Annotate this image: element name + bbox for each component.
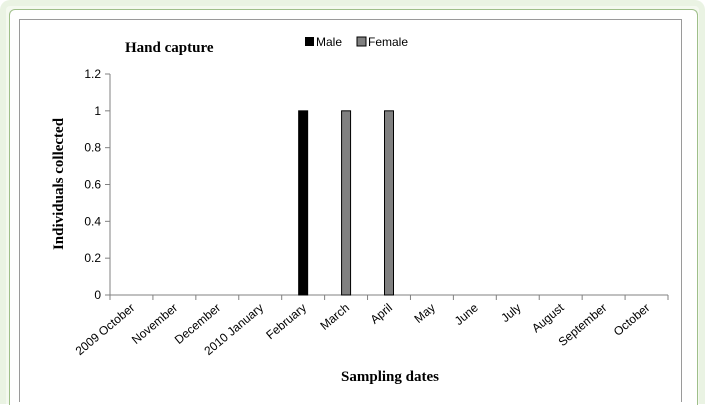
legend-label-male: Male: [316, 35, 342, 49]
y-tick-label: 0.4: [84, 214, 101, 228]
bar-female-6: [384, 110, 394, 296]
y-axis-label: Individuals collected: [51, 117, 67, 250]
bar-male-4: [298, 110, 309, 296]
y-tick-label: 1.2: [84, 67, 101, 81]
y-tick-label: 0.2: [84, 251, 101, 265]
legend: Male Female: [305, 35, 408, 49]
x-tick-label: June: [452, 300, 481, 328]
x-tick-label: November: [129, 301, 180, 347]
x-tick-label: May: [411, 301, 437, 326]
y-tick-label: 0: [94, 288, 101, 302]
y-ticks: 0 0.2 0.4 0.6 0.8 1 1.2: [84, 67, 110, 302]
x-tick-label: 2009 October: [73, 301, 138, 358]
x-tick-label: August: [529, 300, 567, 335]
chart-title: Hand capture: [125, 40, 214, 56]
bar-female-5: [341, 110, 352, 296]
y-tick-label: 0.6: [84, 178, 101, 192]
x-tick-label: July: [498, 301, 523, 325]
x-tick-label: February: [263, 301, 309, 343]
y-tick-label: 1: [94, 104, 101, 118]
legend-swatch-male: [305, 37, 314, 46]
x-tick-label: March: [317, 301, 352, 333]
x-axis-label: Sampling dates: [341, 369, 439, 385]
x-tick-label: April: [368, 301, 395, 327]
legend-label-female: Female: [368, 35, 408, 49]
legend-swatch-female: [356, 36, 367, 47]
bars: [298, 110, 394, 296]
y-tick-label: 0.8: [84, 141, 101, 155]
x-tick-label: October: [611, 301, 653, 339]
